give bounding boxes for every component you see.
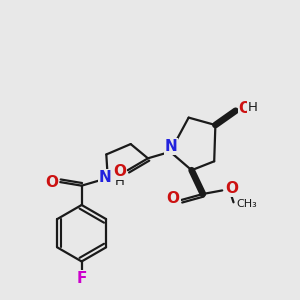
Text: H: H (115, 175, 125, 188)
Text: N: N (164, 139, 177, 154)
Text: O: O (167, 191, 180, 206)
Text: H: H (248, 101, 257, 114)
Text: F: F (76, 271, 87, 286)
Text: O: O (238, 101, 252, 116)
Text: N: N (99, 170, 112, 185)
Text: O: O (113, 164, 126, 178)
Text: O: O (225, 181, 238, 196)
Text: CH₃: CH₃ (236, 199, 256, 209)
Text: O: O (45, 175, 58, 190)
